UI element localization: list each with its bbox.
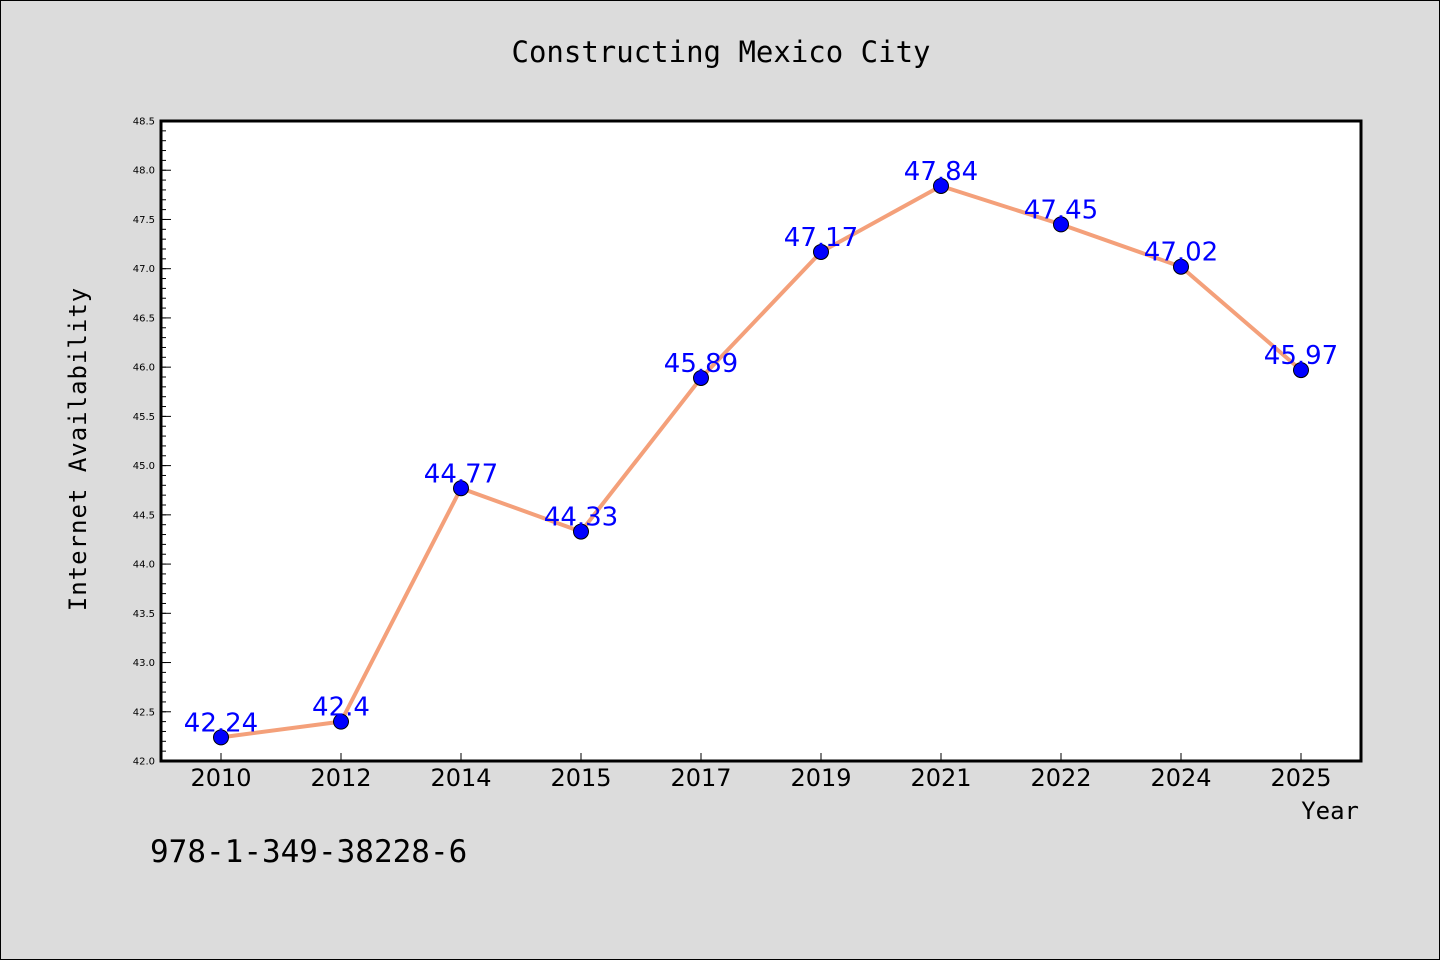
y-tick-label: 48.5 [133, 117, 155, 128]
y-tick-label: 42.5 [133, 707, 155, 718]
data-label: 47.45 [1024, 195, 1098, 225]
data-label: 47.84 [904, 157, 978, 187]
data-label: 44.33 [544, 503, 618, 533]
y-tick-label: 42.0 [133, 757, 155, 768]
x-axis-label: Year [1301, 797, 1359, 825]
data-point [453, 480, 469, 497]
data-point [693, 369, 709, 386]
x-tick-label: 2024 [1150, 764, 1211, 792]
data-label: 45.89 [664, 349, 738, 379]
data-label: 45.97 [1264, 341, 1338, 371]
x-tick-label: 2022 [1030, 764, 1091, 792]
data-point [933, 177, 949, 194]
y-tick-label: 46.5 [133, 313, 155, 324]
data-point [573, 523, 589, 540]
y-tick-label: 43.5 [133, 609, 155, 620]
series-line [220, 183, 1303, 740]
data-label: 47.02 [1144, 238, 1218, 268]
y-tick-label: 44.0 [133, 560, 155, 571]
chart-title: Constructing Mexico City [511, 35, 931, 69]
y-axis-label: Internet Availability [64, 286, 92, 612]
x-tick-label: 2015 [550, 764, 611, 792]
y-tick-label: 48.0 [133, 166, 155, 177]
data-point [1053, 216, 1069, 233]
x-tick-label: 2021 [910, 764, 971, 792]
x-tick-label: 2019 [790, 764, 851, 792]
data-label: 42.24 [184, 708, 258, 738]
x-tick-label: 2025 [1270, 764, 1331, 792]
y-tick-label: 45.5 [133, 412, 155, 423]
data-point [1293, 362, 1309, 379]
y-tick-label: 47.5 [133, 215, 155, 226]
data-point [1173, 258, 1189, 275]
x-tick-label: 2017 [670, 764, 731, 792]
y-tick-label: 43.0 [133, 658, 155, 669]
plot-area [161, 121, 1361, 761]
data-label: 47.17 [784, 223, 858, 253]
y-tick-label: 45.0 [133, 461, 155, 472]
y-tick-label: 46.0 [133, 363, 155, 374]
y-tick-label: 44.5 [133, 510, 155, 521]
x-tick-label: 2014 [430, 764, 491, 792]
y-tick-label: 47.0 [133, 264, 155, 275]
x-tick-label: 2010 [190, 764, 251, 792]
footer-code: 978-1-349-38228-6 [150, 834, 468, 870]
data-label: 44.77 [424, 459, 498, 489]
plot-frame [159, 119, 1363, 763]
data-point [333, 713, 349, 730]
data-point [813, 243, 829, 260]
data-label: 42.4 [312, 693, 370, 723]
x-tick-label: 2012 [310, 764, 371, 792]
data-point [213, 729, 229, 746]
